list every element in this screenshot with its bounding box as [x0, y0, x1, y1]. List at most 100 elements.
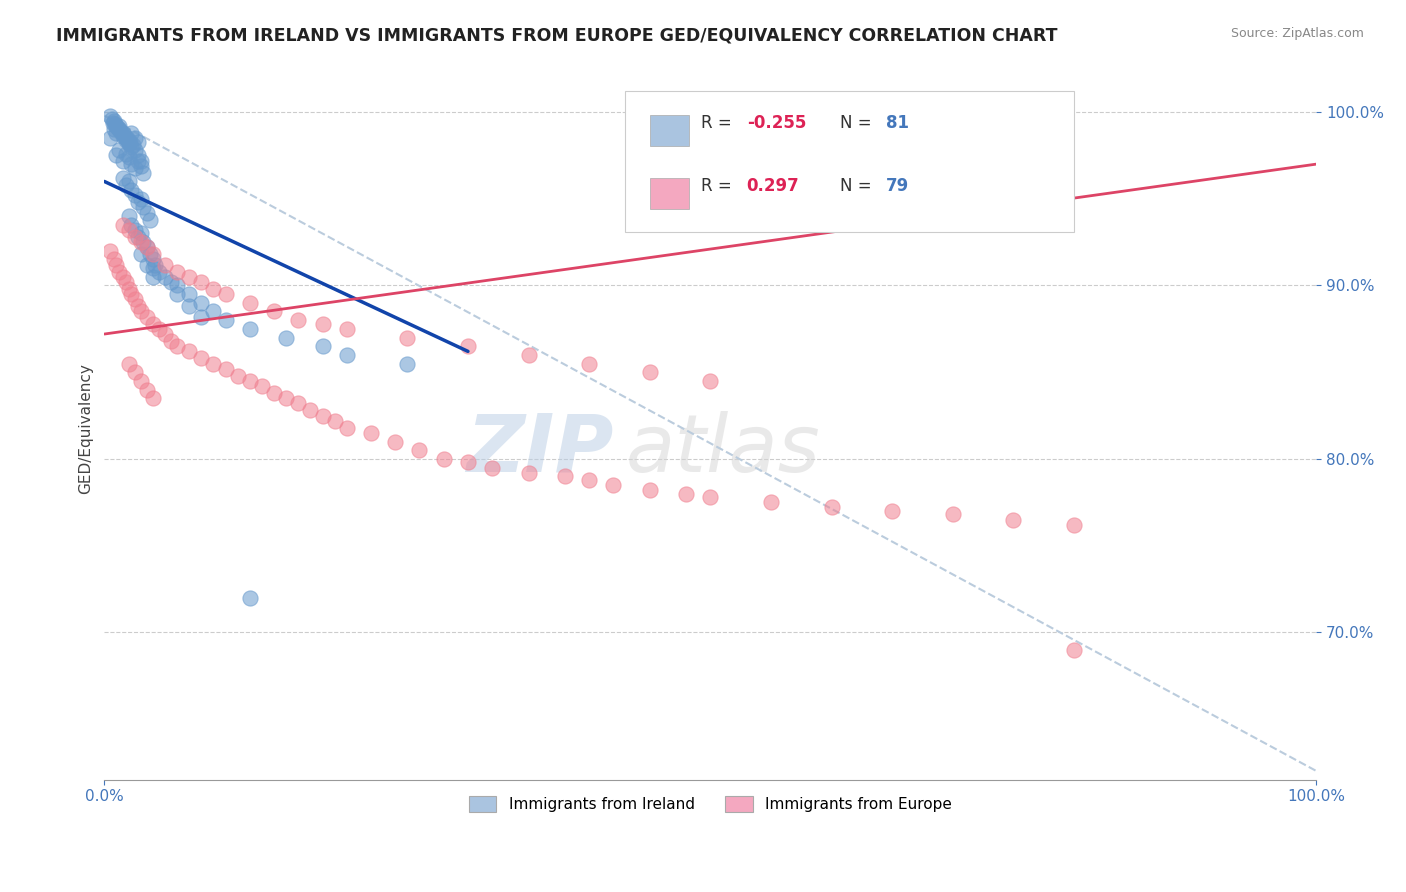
Text: 81: 81 — [886, 114, 910, 132]
Point — [190, 275, 212, 289]
Point — [139, 247, 162, 261]
Point — [112, 128, 135, 142]
Point — [117, 209, 139, 223]
Point — [115, 131, 138, 145]
Point — [578, 357, 600, 371]
Point — [880, 504, 903, 518]
Point — [111, 153, 134, 168]
Point — [129, 153, 152, 168]
Point — [111, 129, 134, 144]
Point — [190, 351, 212, 366]
Point — [1002, 512, 1025, 526]
Point — [117, 223, 139, 237]
Point — [124, 365, 146, 379]
Point — [105, 148, 128, 162]
Point — [1063, 517, 1085, 532]
Point — [127, 135, 149, 149]
Point — [117, 174, 139, 188]
Point — [132, 235, 155, 249]
Point — [103, 252, 125, 267]
Point — [100, 131, 122, 145]
Point — [263, 304, 285, 318]
Point — [142, 269, 165, 284]
Point — [105, 119, 128, 133]
Point — [117, 357, 139, 371]
Point — [129, 192, 152, 206]
Point — [148, 265, 170, 279]
Point — [135, 205, 157, 219]
Point — [214, 313, 236, 327]
Point — [111, 126, 134, 140]
Point — [160, 275, 183, 289]
Point — [360, 425, 382, 440]
Point — [135, 240, 157, 254]
Point — [127, 299, 149, 313]
Point — [250, 379, 273, 393]
Point — [214, 287, 236, 301]
Point — [100, 112, 122, 126]
Point — [111, 218, 134, 232]
Point — [142, 247, 165, 261]
Point — [101, 115, 124, 129]
Point — [396, 330, 419, 344]
Point — [160, 334, 183, 348]
Point — [108, 122, 131, 136]
Point — [124, 223, 146, 237]
Point — [148, 322, 170, 336]
Point — [100, 109, 122, 123]
Point — [135, 258, 157, 272]
Point — [287, 396, 309, 410]
Point — [124, 230, 146, 244]
Point — [124, 161, 146, 175]
Point — [638, 365, 661, 379]
Point — [408, 443, 430, 458]
Point — [202, 282, 225, 296]
Text: N =: N = — [839, 114, 877, 132]
Point — [457, 339, 479, 353]
Text: R =: R = — [700, 178, 737, 195]
Point — [111, 171, 134, 186]
Point — [103, 113, 125, 128]
Point — [179, 269, 201, 284]
Point — [311, 409, 333, 423]
Text: ZIP: ZIP — [465, 410, 613, 489]
Point — [108, 124, 131, 138]
Text: R =: R = — [700, 114, 737, 132]
Point — [699, 490, 721, 504]
Point — [135, 240, 157, 254]
Point — [124, 293, 146, 307]
Point — [153, 258, 176, 272]
Point — [129, 159, 152, 173]
Point — [166, 265, 188, 279]
Point — [120, 218, 142, 232]
Point — [115, 133, 138, 147]
Point — [107, 120, 129, 135]
Point — [481, 460, 503, 475]
Point — [517, 466, 540, 480]
Point — [111, 269, 134, 284]
Text: -0.255: -0.255 — [747, 114, 806, 132]
Point — [115, 146, 138, 161]
Point — [202, 357, 225, 371]
Point — [214, 361, 236, 376]
Point — [127, 153, 149, 168]
Point — [336, 348, 359, 362]
Text: atlas: atlas — [626, 410, 820, 489]
Point — [105, 258, 128, 272]
Point — [129, 235, 152, 249]
Point — [602, 478, 624, 492]
Point — [115, 178, 138, 192]
Point — [433, 451, 456, 466]
Point — [190, 295, 212, 310]
Point — [202, 304, 225, 318]
Point — [117, 282, 139, 296]
Point — [675, 486, 697, 500]
Point — [120, 183, 142, 197]
Point — [311, 339, 333, 353]
Point — [190, 310, 212, 324]
Point — [179, 344, 201, 359]
Point — [457, 455, 479, 469]
FancyBboxPatch shape — [650, 115, 689, 145]
Point — [226, 368, 249, 383]
Point — [384, 434, 406, 449]
